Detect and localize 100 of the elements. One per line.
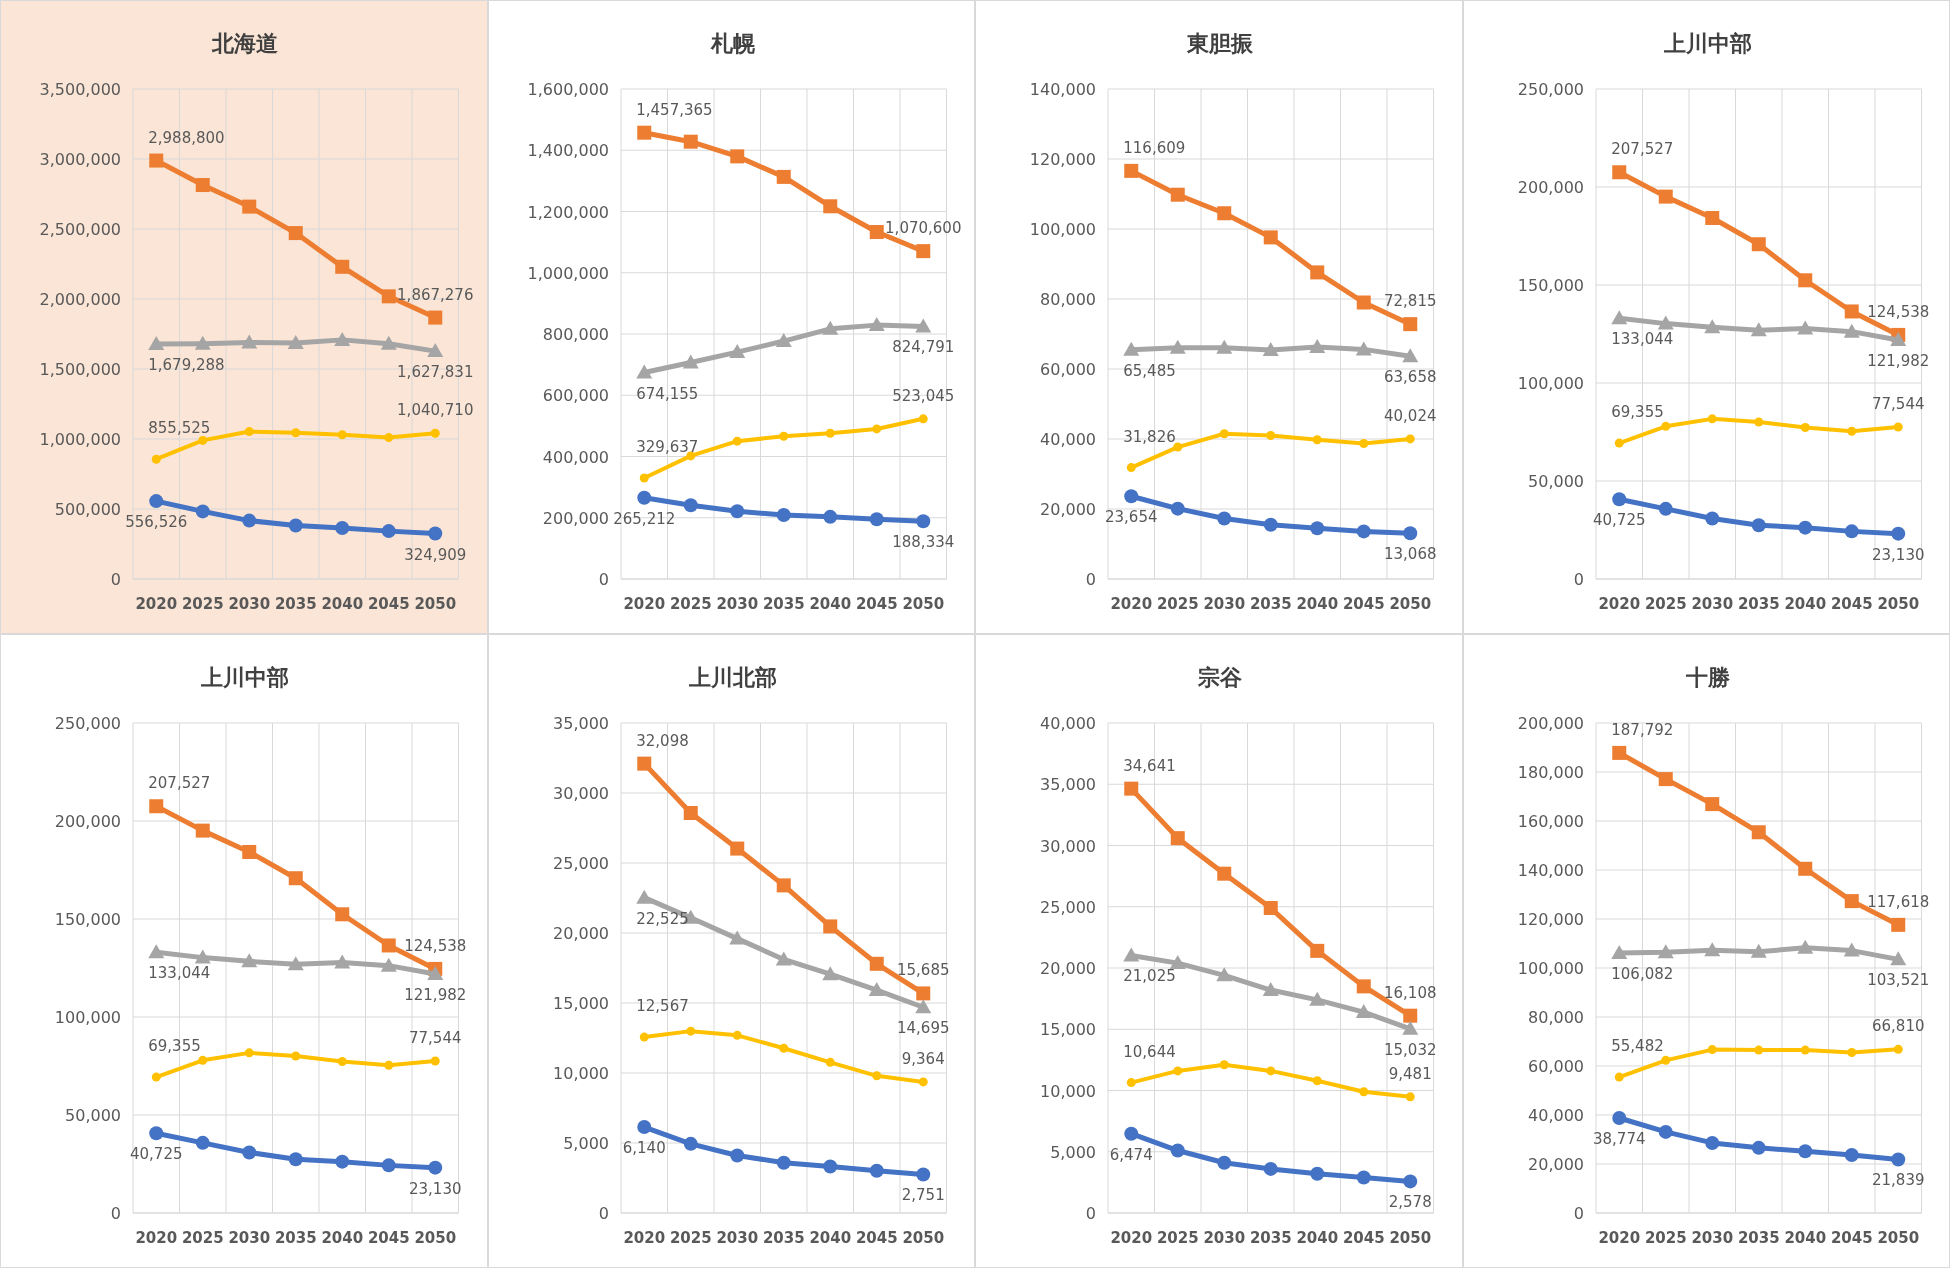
x-tick-label: 2035 [274,595,317,613]
point [636,1120,651,1135]
point [1890,526,1905,541]
chart-title: 宗谷 [1196,665,1242,690]
y-tick-label: 2,000,000 [39,290,121,309]
point [195,504,210,519]
point [1170,831,1185,846]
y-tick-label: 80,000 [1527,1008,1584,1027]
y-tick-label: 250,000 [1517,80,1584,99]
point [822,919,837,934]
x-tick-label: 2035 [762,595,805,613]
point [1266,431,1276,440]
point [1217,206,1232,221]
point [1312,1076,1322,1086]
y-tick-label: 200,000 [1517,714,1584,733]
data-label: 824,791 [891,338,954,357]
point [729,1148,744,1163]
y-tick-label: 35,000 [552,714,609,733]
y-tick-label: 250,000 [54,714,121,733]
point [149,494,164,509]
data-label: 1,040,710 [397,401,474,420]
point [288,871,303,886]
data-label: 23,130 [409,1179,462,1198]
y-tick-label: 0 [110,570,121,589]
y-tick-label: 60,000 [1527,1057,1584,1076]
y-tick-label: 100,000 [1517,959,1584,978]
point [1359,439,1369,449]
point [1219,1060,1229,1070]
y-tick-label: 600,000 [542,386,609,406]
point [1611,165,1626,180]
point [1262,982,1279,997]
y-tick-label: 20,000 [1040,500,1096,519]
point [732,436,742,446]
point [868,982,885,997]
point [1262,342,1279,357]
data-label: 124,538 [404,936,467,955]
point [1263,1161,1278,1176]
x-tick-label: 2025 [669,595,712,613]
point [1707,1045,1717,1055]
data-label: 133,044 [148,964,211,983]
data-label: 32,098 [635,731,689,750]
chart-title: 上川中部 [1662,31,1752,56]
y-tick-label: 10,000 [1040,1081,1096,1101]
point [1797,273,1812,288]
point [915,514,930,529]
point [1658,772,1673,787]
point [1843,942,1860,957]
x-tick-label: 2050 [1389,595,1432,613]
point [868,317,885,332]
x-tick-label: 2030 [715,1229,758,1247]
x-tick-label: 2020 [1110,595,1153,613]
y-tick-label: 0 [1573,1204,1584,1223]
point [1310,265,1325,280]
point [1753,417,1763,427]
point [335,259,350,274]
point [1846,426,1856,436]
point [869,512,884,527]
point [1169,339,1186,354]
point [1170,1143,1185,1158]
point [1611,745,1626,760]
point [1126,463,1136,473]
data-label: 6,474 [1109,1145,1153,1164]
data-label: 121,982 [1866,351,1929,370]
y-tick-label: 3,500,000 [39,80,121,99]
x-tick-label: 2045 [855,595,898,613]
point [1889,951,1906,966]
point [1355,1004,1372,1019]
point [149,799,164,814]
y-tick-label: 80,000 [1040,290,1096,309]
point [1403,317,1418,332]
y-tick-label: 25,000 [552,854,609,873]
point [1216,967,1233,982]
point [335,521,350,536]
point [869,225,884,240]
x-tick-label: 2050 [901,1229,944,1247]
point [242,1145,257,1160]
point [1893,422,1903,432]
point [915,986,930,1001]
data-label: 23,654 [1105,508,1158,527]
point [334,331,351,346]
point [636,490,651,505]
y-tick-label: 0 [1085,570,1096,589]
y-tick-label: 40,000 [1040,714,1096,733]
y-tick-label: 100,000 [1517,374,1584,393]
point [869,1163,884,1178]
x-tick-label: 2040 [1783,1229,1826,1247]
point [1356,1170,1371,1185]
data-label: 187,792 [1610,720,1673,739]
point [288,518,303,533]
point [1657,944,1674,959]
point [729,149,744,164]
x-tick-label: 2050 [1876,595,1919,613]
y-tick-label: 20,000 [552,924,609,943]
data-label: 1,457,365 [635,100,713,119]
point [1124,781,1139,796]
x-tick-label: 2035 [274,1229,317,1247]
data-label: 133,044 [1610,330,1673,349]
data-label: 1,070,600 [884,219,961,238]
point [381,524,396,539]
point [1126,1078,1136,1088]
